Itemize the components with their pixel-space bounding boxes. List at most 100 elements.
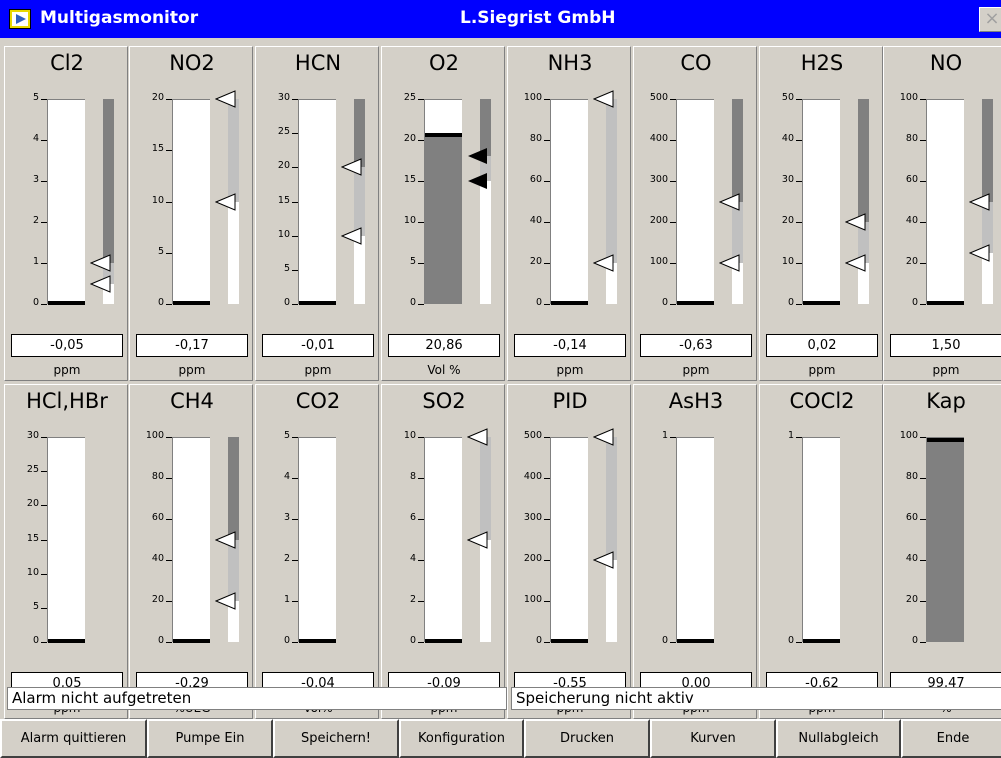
storage-status-field: Speicherung nicht aktiv [511, 687, 1001, 710]
tick-label: 200 [523, 553, 542, 564]
tick-mark [166, 601, 172, 602]
tick-mark [292, 99, 298, 100]
speichern-button[interactable]: Speichern! [273, 719, 399, 758]
tick-label: 0 [911, 635, 918, 646]
company-title: L.Siegrist GmbH [460, 8, 616, 28]
tick-label: 20 [905, 256, 918, 267]
konfiguration-button[interactable]: Konfiguration [399, 719, 524, 758]
tick-mark [544, 304, 550, 305]
alarm-threshold-marker-icon[interactable] [467, 147, 488, 165]
tick-mark [418, 99, 424, 100]
alarm-threshold-marker-icon[interactable] [90, 254, 111, 272]
ende-button[interactable]: Ende [901, 719, 1001, 758]
alarm-threshold-marker-icon[interactable] [845, 213, 866, 231]
alarm-threshold-marker-icon[interactable] [341, 226, 362, 245]
alarm-threshold-marker-icon[interactable] [467, 530, 488, 549]
alarm-quittieren-button[interactable]: Alarm quittieren [0, 719, 147, 758]
tick-label: 1 [283, 594, 290, 605]
alarm-threshold-marker-icon[interactable] [593, 254, 614, 272]
level-bar [298, 437, 336, 643]
alarm-threshold-marker-icon[interactable] [593, 90, 614, 108]
alarm-threshold-marker-icon[interactable] [467, 428, 488, 446]
level-bar [802, 437, 840, 643]
tick-mark [920, 519, 926, 520]
alarm-range-high [858, 99, 869, 222]
tick-label: 100 [145, 430, 164, 441]
gas-name: H2S [800, 51, 844, 75]
alarm-range-high [228, 437, 239, 540]
alarm-threshold-marker-icon[interactable] [467, 172, 488, 190]
alarm-threshold-marker-icon[interactable] [969, 192, 990, 211]
level-bar [676, 99, 714, 305]
nullabgleich-button[interactable]: Nullabgleich [776, 719, 901, 758]
kurven-button[interactable]: Kurven [650, 719, 776, 758]
alarm-range-low [606, 437, 617, 560]
tick-mark [796, 222, 802, 223]
tick-label: 60 [151, 512, 164, 523]
tick-mark [292, 560, 298, 561]
level-bar [550, 99, 588, 305]
tick-mark [41, 607, 47, 609]
alarm-threshold-marker-icon[interactable] [845, 254, 866, 272]
alarm-threshold-marker-icon[interactable] [215, 530, 236, 549]
tick-label: 400 [649, 133, 668, 144]
tick-mark [292, 437, 298, 438]
tick-mark [920, 560, 926, 561]
pumpe-ein-button[interactable]: Pumpe Ein [147, 719, 273, 758]
gas-name: CO [680, 51, 712, 75]
tick-label: 0 [409, 297, 416, 308]
tick-mark [41, 99, 47, 100]
alarm-range-high [480, 99, 491, 157]
tick-label: 80 [905, 133, 918, 144]
tick-label: 25 [26, 464, 39, 476]
tick-mark [292, 235, 298, 237]
tick-mark [41, 471, 47, 473]
tick-mark [418, 642, 424, 643]
tick-label: 30 [26, 430, 39, 441]
alarm-threshold-marker-icon[interactable] [341, 158, 362, 177]
unit-label: ppm [556, 363, 584, 377]
alarm-threshold-marker-icon[interactable] [90, 274, 111, 293]
tick-mark [166, 560, 172, 561]
alarm-threshold-marker-icon[interactable] [969, 243, 990, 262]
alarm-threshold-marker-icon[interactable] [215, 592, 236, 610]
tick-mark [670, 642, 676, 643]
tick-label: 2 [32, 215, 39, 226]
alarm-threshold-marker-icon[interactable] [719, 254, 740, 272]
tick-label: 4 [283, 471, 290, 482]
tick-mark [166, 252, 172, 254]
reading-value: 1,50 [890, 334, 1001, 357]
gauge-panel-no2: NO2 20 15 10 5 0 -0,17 ppm [129, 46, 253, 381]
level-indicator [803, 639, 840, 643]
alarm-threshold-marker-icon[interactable] [593, 551, 614, 569]
alarm-threshold-marker-icon[interactable] [215, 90, 236, 108]
tick-mark [544, 519, 550, 520]
close-button[interactable]: × [979, 7, 1001, 32]
tick-label: 3 [283, 512, 290, 523]
tick-mark [41, 304, 47, 305]
tick-mark [418, 263, 424, 264]
tick-mark [920, 478, 926, 479]
tick-label: 0 [787, 297, 794, 308]
alarm-range-bar [606, 437, 617, 642]
gauge-panel-co: CO 500 400 300 200 100 0 -0,63 ppm [633, 46, 757, 381]
tick-label: 300 [649, 174, 668, 185]
alarm-threshold-marker-icon[interactable] [215, 192, 236, 211]
tick-label: 25 [277, 126, 290, 138]
alarm-threshold-marker-icon[interactable] [593, 428, 614, 446]
tick-label: 20 [905, 594, 918, 605]
alarm-range-low [982, 201, 993, 253]
alarm-range-high [982, 99, 993, 202]
gas-name: PID [552, 389, 588, 413]
drucken-button[interactable]: Drucken [524, 719, 650, 758]
level-indicator [803, 301, 840, 305]
tick-label: 5 [157, 245, 164, 257]
tick-label: 0 [157, 635, 164, 646]
alarm-threshold-marker-icon[interactable] [719, 192, 740, 211]
tick-mark [796, 181, 802, 182]
